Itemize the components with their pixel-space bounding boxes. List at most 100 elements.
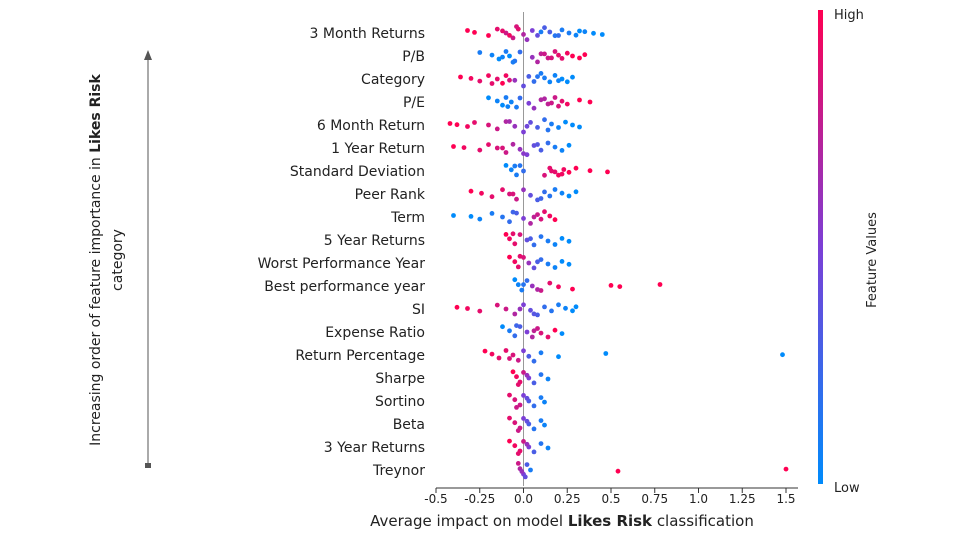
data-point: [524, 278, 530, 283]
data-point: [521, 187, 526, 193]
data-point: [556, 354, 561, 360]
data-point: [535, 125, 540, 130]
feature-label: 6 Month Return: [317, 118, 425, 134]
data-point: [564, 50, 570, 56]
data-point: [547, 213, 553, 219]
data-point: [549, 55, 554, 61]
data-point: [465, 306, 470, 311]
data-point: [542, 209, 547, 215]
data-point: [507, 119, 512, 124]
data-point: [531, 311, 537, 317]
data-point: [519, 469, 525, 474]
data-point: [524, 37, 530, 43]
data-point: [494, 126, 500, 132]
data-point: [531, 105, 537, 111]
data-point: [500, 324, 505, 330]
data-point: [531, 265, 537, 271]
feature-label: 3 Month Returns: [310, 26, 425, 42]
data-point: [486, 122, 491, 128]
data-point: [570, 53, 575, 59]
data-point: [531, 380, 537, 386]
dots-group: [447, 24, 789, 480]
data-point: [500, 28, 505, 34]
data-point: [486, 73, 491, 78]
data-point: [547, 79, 553, 85]
data-point: [468, 76, 474, 81]
data-point: [507, 219, 512, 225]
data-point: [515, 264, 521, 270]
feature-label: 1 Year Return: [331, 141, 425, 157]
importance-arrow-head: [144, 50, 152, 60]
data-point: [566, 238, 572, 244]
colorbar: [818, 10, 823, 484]
data-point: [515, 357, 521, 363]
data-point: [538, 418, 544, 423]
data-point: [524, 441, 530, 447]
data-point: [514, 24, 519, 29]
data-point: [489, 211, 495, 216]
data-point: [494, 302, 500, 308]
x-tick-label: 0.75: [641, 492, 668, 506]
data-point: [521, 83, 526, 89]
data-point: [531, 328, 537, 334]
data-point: [603, 351, 609, 356]
data-point: [524, 395, 530, 401]
data-point: [531, 242, 537, 248]
data-point: [549, 308, 554, 314]
data-point: [517, 163, 523, 169]
data-point: [510, 59, 516, 65]
feature-label: SI: [412, 302, 425, 318]
data-point: [528, 192, 533, 198]
data-point: [510, 191, 516, 197]
data-point: [515, 282, 521, 288]
data-point: [477, 216, 483, 222]
data-point: [542, 75, 547, 81]
data-point: [549, 100, 554, 106]
feature-label: Treynor: [372, 463, 425, 479]
data-point: [512, 259, 518, 265]
data-point: [514, 172, 519, 178]
feature-label: 5 Year Returns: [324, 233, 425, 249]
data-point: [587, 168, 593, 174]
data-point: [556, 52, 561, 58]
data-point: [538, 196, 544, 201]
data-point: [503, 73, 509, 78]
data-point: [507, 356, 512, 361]
feature-labels: 3 Month Returns P/B Category P/E 6 Month Ret…: [258, 26, 426, 479]
data-point: [454, 304, 460, 310]
data-point: [556, 103, 561, 109]
data-point: [522, 474, 528, 480]
data-point: [496, 56, 502, 62]
data-point: [559, 236, 565, 241]
data-point: [535, 59, 540, 65]
data-point: [486, 142, 491, 148]
data-point: [515, 382, 521, 387]
data-point: [468, 188, 474, 194]
data-point: [552, 265, 558, 270]
data-point: [482, 348, 488, 354]
data-point: [521, 151, 526, 157]
data-point: [542, 399, 547, 405]
data-point: [573, 165, 579, 171]
data-point: [510, 369, 516, 375]
data-point: [531, 403, 537, 409]
data-point: [528, 307, 533, 313]
data-point: [507, 236, 512, 242]
data-point: [517, 402, 523, 408]
data-point: [503, 232, 509, 237]
data-point: [563, 305, 568, 311]
data-point: [505, 104, 511, 109]
data-point: [507, 438, 512, 444]
data-point: [503, 306, 509, 312]
feature-label: Sortino: [375, 394, 425, 410]
data-point: [547, 193, 553, 199]
data-point: [451, 213, 456, 218]
data-point: [538, 147, 544, 153]
data-point: [549, 121, 554, 127]
data-point: [545, 55, 551, 61]
data-point: [528, 221, 533, 226]
data-point: [494, 145, 500, 151]
colorbar-high-label: High: [834, 8, 864, 23]
data-point: [447, 121, 453, 126]
data-point: [605, 169, 610, 175]
